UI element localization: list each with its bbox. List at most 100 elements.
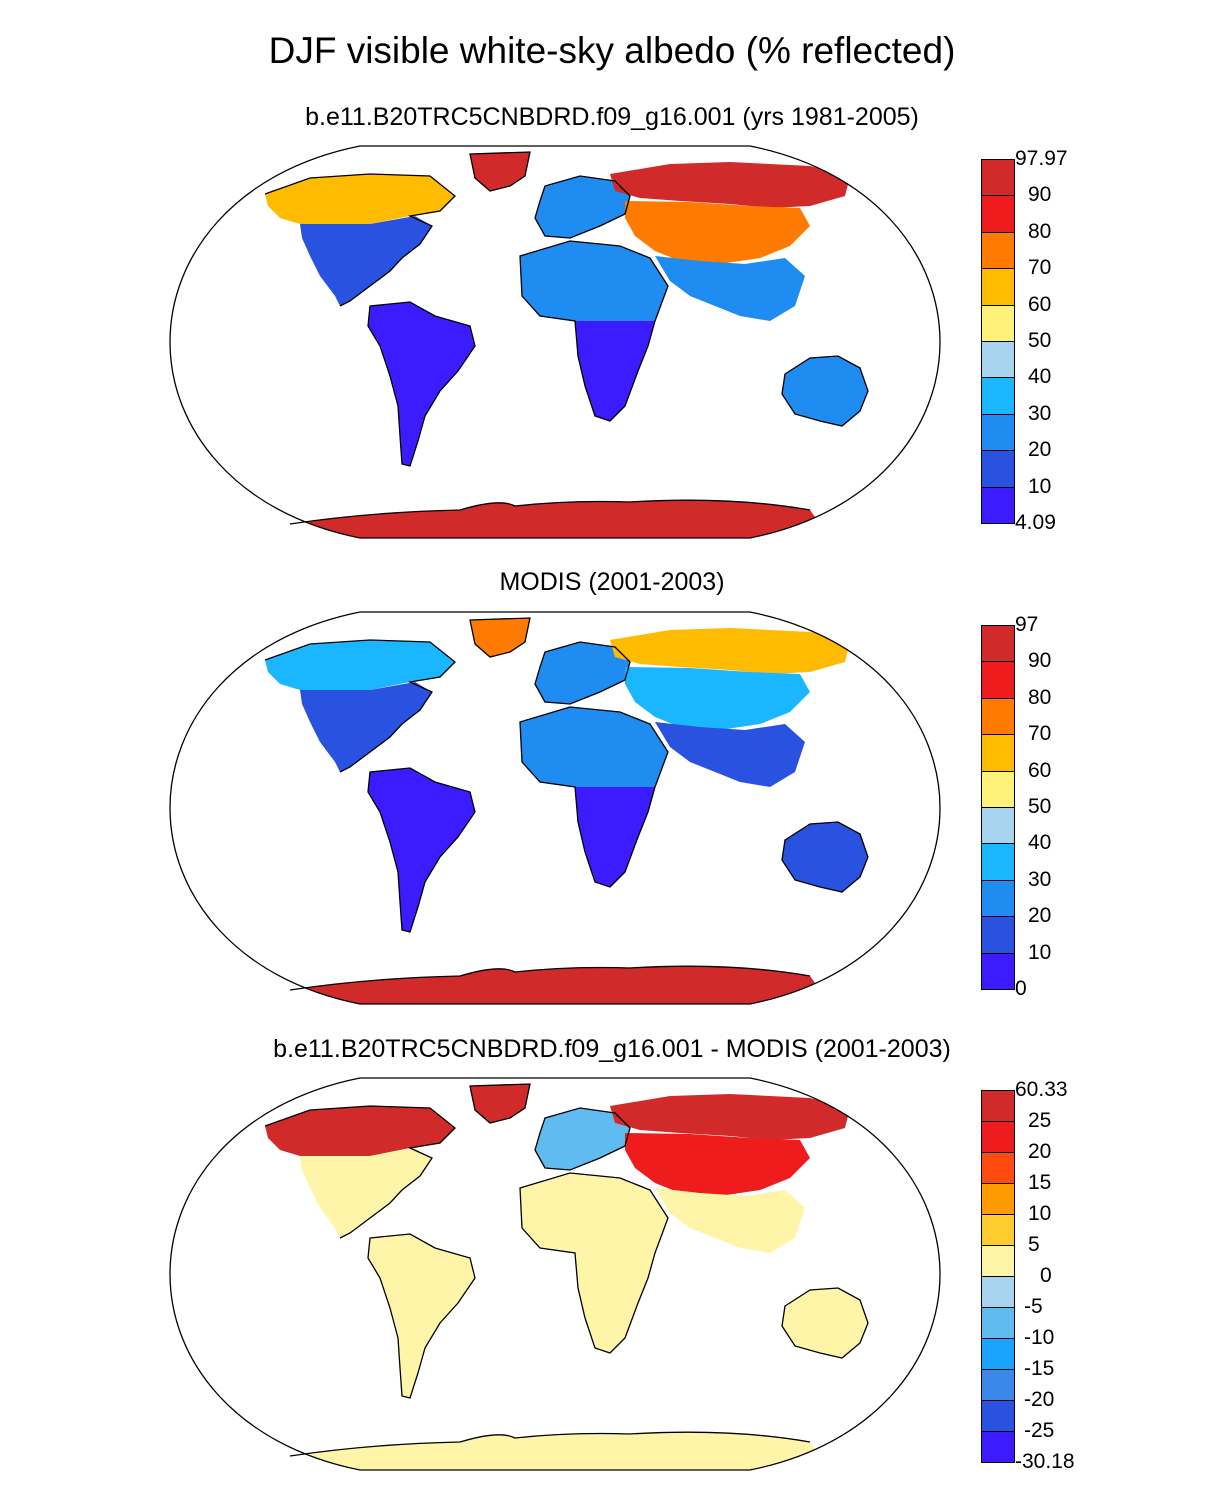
- south-asia-region: [655, 256, 805, 321]
- south-asia-region: [655, 722, 805, 787]
- colorbar-label: 0: [1015, 977, 1027, 1000]
- colorbar-label: 40: [1028, 365, 1052, 389]
- coastlines: [264, 1083, 869, 1457]
- colorbar-swatch: [981, 807, 1015, 845]
- colorbar-swatch: [981, 697, 1015, 736]
- colorbar-label: 25: [1028, 1109, 1052, 1132]
- map-model: [169, 145, 941, 539]
- antarctica-region: [280, 1432, 830, 1470]
- greenland-region: [470, 618, 530, 657]
- colorbar-label: 60: [1028, 758, 1052, 782]
- colorbar-swatch: [981, 879, 1015, 918]
- colorbar-swatch: [981, 1307, 1015, 1339]
- north-america-region: [300, 1148, 432, 1238]
- map-diff: [169, 1077, 941, 1471]
- australia-region: [782, 822, 868, 892]
- colorbar-swatch: [981, 486, 1015, 524]
- colorbar-label: -15: [1024, 1357, 1055, 1380]
- colorbar-swatch: [981, 450, 1015, 488]
- central-asia-region: [625, 667, 810, 730]
- colorbar-label: 97: [1015, 613, 1039, 636]
- africa-south-region: [575, 1253, 655, 1353]
- colorbar-swatch: [981, 1245, 1015, 1277]
- main-title: DJF visible white-sky albedo (% reflecte…: [268, 30, 956, 71]
- panel-title-model: b.e11.B20TRC5CNBDRD.f09_g16.001 (yrs 198…: [305, 103, 919, 131]
- colorbar-label: 60.33: [1015, 1078, 1068, 1101]
- colorbar-swatch: [981, 1214, 1015, 1246]
- colorbar-label: -25: [1024, 1419, 1055, 1442]
- colorbar-label: 5: [1028, 1233, 1040, 1256]
- siberia-region: [610, 162, 850, 208]
- colorbar-swatch: [981, 1152, 1015, 1184]
- colorbar-diff: [981, 1090, 1017, 1463]
- colorbar-label: 97.97: [1015, 147, 1068, 170]
- australia-region: [782, 356, 868, 426]
- colorbar-model: [981, 159, 1017, 524]
- colorbar-swatch: [981, 1338, 1015, 1370]
- colorbar-label: -10: [1024, 1326, 1055, 1349]
- panel-title-diff: b.e11.B20TRC5CNBDRD.f09_g16.001 - MODIS …: [273, 1035, 951, 1063]
- colorbar-swatch: [981, 413, 1015, 452]
- colorbar-swatch: [981, 341, 1015, 379]
- colorbar-swatch: [981, 1369, 1015, 1401]
- colorbar-label: 90: [1028, 649, 1052, 673]
- antarctica-region: [280, 966, 830, 1004]
- colorbar-swatch: [981, 916, 1015, 954]
- greenland-region: [470, 152, 530, 191]
- south-america-region: [368, 768, 475, 932]
- colorbar-swatch: [981, 1276, 1015, 1308]
- colorbar-label: 30: [1028, 867, 1052, 891]
- colorbar-label: 80: [1028, 219, 1052, 243]
- colorbar-swatch: [981, 231, 1015, 270]
- colorbar-swatch: [981, 770, 1015, 808]
- africa-south-region: [575, 787, 655, 887]
- colorbar-swatch: [981, 377, 1015, 415]
- colorbar-swatch: [981, 1183, 1015, 1215]
- siberia-region: [610, 1094, 850, 1140]
- south-america-region: [368, 1234, 475, 1398]
- canada-region: [265, 174, 455, 226]
- panel-title-obs: MODIS (2001-2003): [499, 568, 725, 596]
- colorbar-label: -30.18: [1015, 1450, 1075, 1473]
- colorbar-swatch: [981, 1431, 1015, 1463]
- map-boundary: [169, 145, 941, 539]
- colorbar-label: 90: [1028, 183, 1052, 207]
- map-boundary: [169, 1077, 941, 1471]
- africa-north-region: [520, 1173, 668, 1256]
- colorbar-label: 60: [1028, 292, 1052, 316]
- colorbar-swatch: [981, 304, 1015, 342]
- map-boundary: [169, 611, 941, 1005]
- colorbar-swatch: [981, 1090, 1015, 1122]
- canada-region: [265, 1106, 455, 1158]
- north-america-region: [300, 682, 432, 772]
- siberia-region: [610, 628, 850, 674]
- africa-north-region: [520, 241, 668, 324]
- colorbar-label: 10: [1028, 1202, 1052, 1225]
- canada-region: [265, 640, 455, 692]
- map-obs: [169, 611, 941, 1005]
- colorbar-label: 80: [1028, 685, 1052, 709]
- south-america-region: [368, 302, 475, 466]
- colorbar-label: 40: [1028, 831, 1052, 855]
- colorbar-swatch: [981, 268, 1015, 306]
- africa-south-region: [575, 321, 655, 421]
- colorbar-swatch: [981, 625, 1015, 663]
- central-asia-region: [625, 1133, 810, 1196]
- colorbar-swatch: [981, 734, 1015, 772]
- greenland-region: [470, 1084, 530, 1123]
- colorbar-label: 10: [1028, 474, 1052, 498]
- colorbar-label: 70: [1028, 722, 1052, 746]
- colorbar-label: -20: [1024, 1388, 1055, 1411]
- colorbar-swatch: [981, 661, 1015, 699]
- colorbar-label: 50: [1028, 795, 1052, 818]
- colorbar-obs: [981, 625, 1017, 990]
- colorbar-label: 70: [1028, 256, 1052, 280]
- coastlines: [264, 617, 869, 991]
- antarctica-region: [280, 500, 830, 538]
- colorbar-label: 50: [1028, 329, 1052, 352]
- colorbar-label: 15: [1028, 1171, 1052, 1194]
- colorbar-swatch: [981, 1400, 1015, 1432]
- coastlines: [264, 151, 869, 525]
- north-america-region: [300, 216, 432, 306]
- colorbar-swatch: [981, 1121, 1015, 1153]
